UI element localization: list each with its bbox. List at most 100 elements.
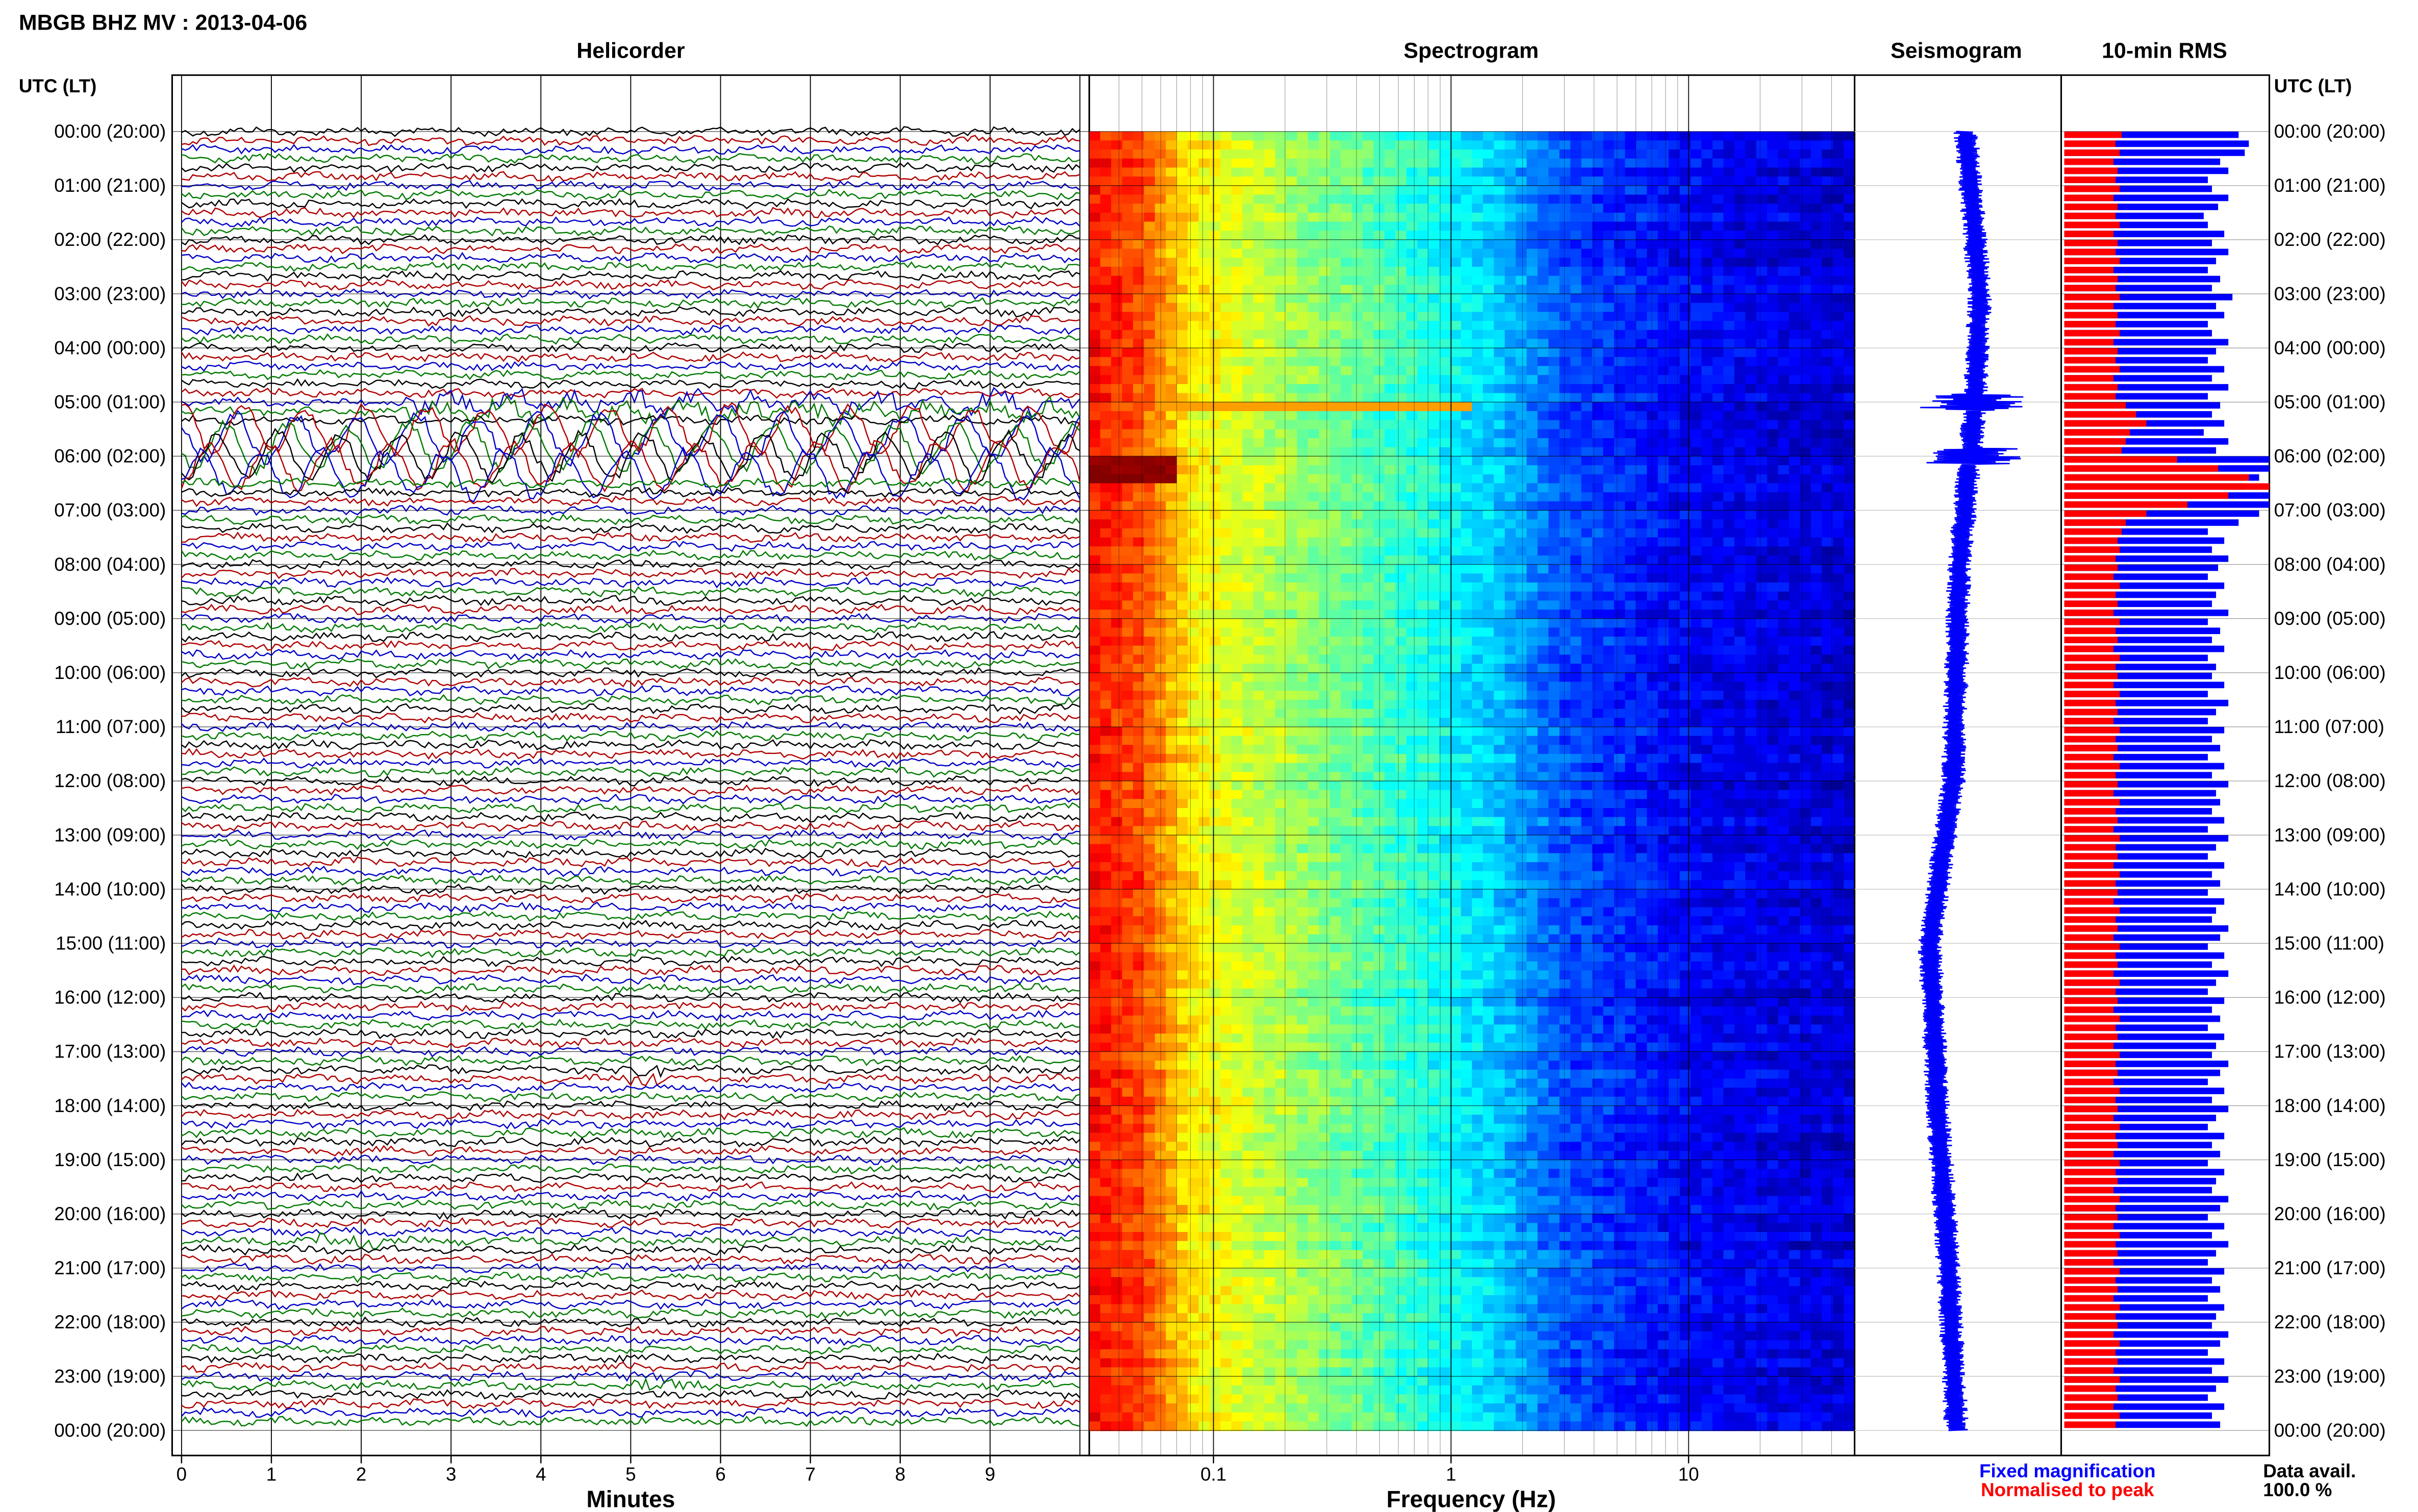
spectrogram-cell bbox=[1767, 537, 1779, 547]
spectrogram-cell bbox=[1210, 267, 1221, 276]
spectrogram-cell bbox=[1210, 592, 1221, 601]
spectrogram-cell bbox=[1341, 583, 1352, 592]
spectrogram-cell bbox=[1242, 429, 1254, 439]
spectrogram-cell bbox=[1210, 501, 1221, 511]
spectrogram-cell bbox=[1199, 537, 1211, 547]
spectrogram-cell bbox=[1789, 691, 1801, 700]
helicorder-panel bbox=[172, 75, 1089, 1455]
spectrogram-cell bbox=[1308, 438, 1320, 448]
spectrogram-cell bbox=[1778, 186, 1790, 195]
spectrogram-cell bbox=[1833, 213, 1845, 222]
spectrogram-cell bbox=[1319, 691, 1330, 700]
spectrogram-cell bbox=[1756, 610, 1768, 619]
spectrogram-cell bbox=[1166, 149, 1177, 159]
spectrogram-cell bbox=[1472, 546, 1483, 556]
spectrogram-cell bbox=[1417, 492, 1429, 502]
spectrogram-cell bbox=[1133, 583, 1145, 592]
spectrogram-cell bbox=[1756, 556, 1768, 565]
spectrogram-cell bbox=[1133, 348, 1145, 358]
spectrogram-cell bbox=[1538, 537, 1549, 547]
spectrogram-cell bbox=[1286, 330, 1298, 340]
spectrogram-cell bbox=[1527, 186, 1539, 195]
spectrogram-cell bbox=[1494, 673, 1505, 683]
spectrogram-cell bbox=[1658, 258, 1670, 267]
spectrogram-cell bbox=[1844, 429, 1855, 439]
spectrogram-cell bbox=[1384, 556, 1396, 565]
spectrogram-cell bbox=[1177, 718, 1189, 727]
spectrogram-cell bbox=[1089, 348, 1101, 358]
spectrogram-cell bbox=[1778, 492, 1790, 502]
spectrogram-cell bbox=[1177, 357, 1189, 367]
spectrogram-cell bbox=[1505, 673, 1517, 683]
spectrogram-cell bbox=[1111, 276, 1123, 286]
spectrogram-cell bbox=[1691, 204, 1702, 213]
spectrogram-cell bbox=[1341, 303, 1352, 313]
spectrogram-cell bbox=[1636, 664, 1648, 673]
spectrogram-cell bbox=[1603, 573, 1615, 583]
spectrogram-cell bbox=[1559, 501, 1571, 511]
spectrogram-cell bbox=[1363, 177, 1374, 186]
spectrogram-cell bbox=[1461, 583, 1473, 592]
spectrogram-cell bbox=[1833, 195, 1845, 205]
spectrogram-cell bbox=[1384, 294, 1396, 304]
spectrogram-cell bbox=[1833, 132, 1845, 141]
spectrogram-cell bbox=[1144, 213, 1155, 222]
spectrogram-cell bbox=[1669, 393, 1680, 403]
spectrogram-cell bbox=[1483, 204, 1495, 213]
spectrogram-cell bbox=[1395, 167, 1407, 177]
spectrogram-cell bbox=[1811, 240, 1823, 249]
spectrogram-cell bbox=[1548, 556, 1560, 565]
spectrogram-cell bbox=[1756, 565, 1768, 574]
spectrogram-cell bbox=[1221, 627, 1232, 637]
spectrogram-cell bbox=[1778, 195, 1790, 205]
spectrogram-cell bbox=[1221, 402, 1232, 412]
spectrogram-cell bbox=[1221, 348, 1232, 358]
spectrogram-cell bbox=[1450, 321, 1462, 331]
spectrogram-cell bbox=[1133, 664, 1145, 673]
spectrogram-cell bbox=[1712, 167, 1724, 177]
spectrogram-cell bbox=[1516, 610, 1527, 619]
spectrogram-cell bbox=[1395, 204, 1407, 213]
spectrogram-cell bbox=[1581, 195, 1593, 205]
spectrogram-cell bbox=[1614, 610, 1626, 619]
spectrogram-cell bbox=[1570, 303, 1582, 313]
spectrogram-cell bbox=[1122, 366, 1134, 375]
spectrogram-cell bbox=[1844, 664, 1855, 673]
spectrogram-cell bbox=[1625, 600, 1637, 610]
spectrogram-cell bbox=[1100, 348, 1112, 358]
spectrogram-cell bbox=[1833, 149, 1845, 159]
spectrogram-cell bbox=[1089, 664, 1101, 673]
spectrogram-cell bbox=[1669, 646, 1680, 656]
spectrogram-cell bbox=[1538, 366, 1549, 375]
spectrogram-cell bbox=[1505, 483, 1517, 493]
spectrogram-cell bbox=[1144, 492, 1155, 502]
spectrogram-cell bbox=[1297, 565, 1309, 574]
spectrogram-cell bbox=[1811, 294, 1823, 304]
spectrogram-cell bbox=[1352, 159, 1364, 168]
spectrogram-cell bbox=[1341, 195, 1352, 205]
spectrogram-cell bbox=[1756, 627, 1768, 637]
spectrogram-cell bbox=[1723, 519, 1735, 529]
spectrogram-cell bbox=[1494, 267, 1505, 276]
spectrogram-cell bbox=[1680, 375, 1692, 385]
spectrogram-cell bbox=[1417, 610, 1429, 619]
spectrogram-cell bbox=[1297, 149, 1309, 159]
spectrogram-cell bbox=[1231, 592, 1243, 601]
spectrogram-cell bbox=[1559, 664, 1571, 673]
spectrogram-cell bbox=[1231, 366, 1243, 375]
spectrogram-cell bbox=[1527, 402, 1539, 412]
spectrogram-cell bbox=[1789, 366, 1801, 375]
spectrogram-cell bbox=[1811, 700, 1823, 710]
spectrogram-cell bbox=[1439, 745, 1451, 754]
spectrogram-cell bbox=[1538, 565, 1549, 574]
spectrogram-cell bbox=[1603, 204, 1615, 213]
spectrogram-cell bbox=[1570, 366, 1582, 375]
spectrogram-cell bbox=[1625, 375, 1637, 385]
spectrogram-cell bbox=[1221, 294, 1232, 304]
spectrogram-cell bbox=[1789, 646, 1801, 656]
spectrogram-cell bbox=[1767, 222, 1779, 232]
spectrogram-cell bbox=[1177, 321, 1189, 331]
spectrogram-cell bbox=[1548, 592, 1560, 601]
spectrogram-cell bbox=[1111, 682, 1123, 691]
spectrogram-cell bbox=[1516, 140, 1527, 150]
